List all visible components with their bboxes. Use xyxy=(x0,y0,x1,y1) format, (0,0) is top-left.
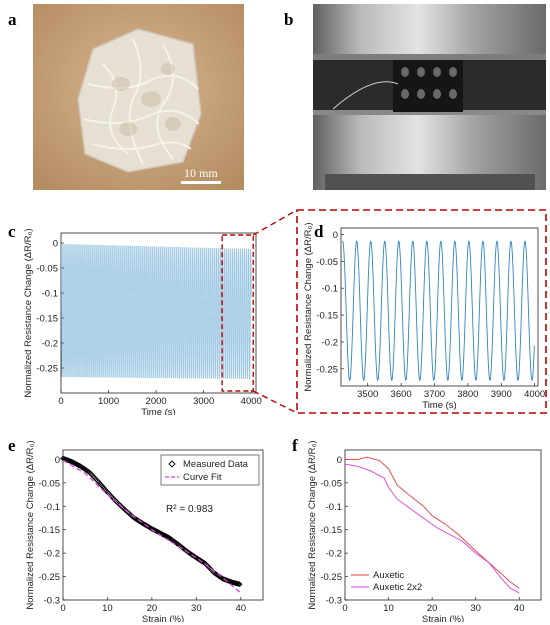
legend-label-fit: Curve Fit xyxy=(183,472,222,483)
x-axis-label: Strain (%) xyxy=(422,614,464,622)
y-tick-label: -0.05 xyxy=(320,478,342,489)
x-tick-label: 1000 xyxy=(98,396,119,407)
y-tick-label: -0.1 xyxy=(322,284,338,295)
data-point xyxy=(236,581,243,588)
inset-frame xyxy=(296,209,547,414)
x-tick-label: 2000 xyxy=(146,396,167,407)
y-tick-label: -0.15 xyxy=(36,314,58,325)
y-tick-label: -0.05 xyxy=(316,257,338,268)
lattice-cube-object xyxy=(77,28,202,173)
x-tick-label: 4000 xyxy=(524,389,545,400)
x-tick-label: 10 xyxy=(102,603,113,614)
legend-marker-measured xyxy=(168,460,176,468)
x-tick-label: 3800 xyxy=(457,389,478,400)
x-tick-label: 20 xyxy=(147,603,158,614)
y-tick-label: -0.2 xyxy=(44,549,60,560)
y-tick-label: 0 xyxy=(333,230,338,241)
legend xyxy=(160,454,260,486)
x-tick-label: 3000 xyxy=(193,396,214,407)
panel-label-b: b xyxy=(284,10,294,29)
x-tick-label: 20 xyxy=(427,603,438,614)
x-tick-label: 10 xyxy=(383,603,394,614)
x-axis-label: Time (s) xyxy=(422,400,456,411)
panel-label-f: f xyxy=(292,436,298,455)
y-tick-label: -0.25 xyxy=(320,572,342,583)
y-tick-label: -0.3 xyxy=(326,596,342,607)
y-tick-label: -0.15 xyxy=(316,311,338,322)
x-tick-label: 30 xyxy=(470,603,481,614)
chart-d: 3500 3600 3700 3800 3900 4000 0 -0.05 -0.1 -0.15 -… xyxy=(296,209,547,414)
y-tick-label: -0.2 xyxy=(326,549,342,560)
legend-label-0: Auxetic xyxy=(373,570,404,581)
highlight-box xyxy=(221,234,254,392)
panel-label-d: d xyxy=(314,222,324,241)
x-tick-label: 3600 xyxy=(391,389,412,400)
y-tick-label: -0.3 xyxy=(44,596,60,607)
x-axis-label: Time (s) xyxy=(141,407,175,415)
y-tick-label: -0.15 xyxy=(320,525,342,536)
photo-lattice-cube: 10 mm xyxy=(33,4,244,190)
x-tick-label: 40 xyxy=(514,603,525,614)
x-axis-label: Strain (%) xyxy=(142,614,184,622)
x-tick-label: 0 xyxy=(60,603,65,614)
y-axis-label: Normalized Resistance Change (ΔR/R₀) xyxy=(303,222,314,391)
legend-label-measured: Measured Data xyxy=(183,459,249,470)
y-tick-label: -0.25 xyxy=(316,364,338,375)
x-tick-label: 30 xyxy=(191,603,202,614)
y-tick-label: -0.2 xyxy=(322,337,338,348)
y-tick-label: 0 xyxy=(53,239,58,250)
series-line-0 xyxy=(345,456,520,589)
scale-bar xyxy=(181,181,221,184)
y-tick-label: -0.1 xyxy=(42,289,58,300)
data-point xyxy=(235,581,242,587)
chart-e: 0 10 20 30 40 0 -0.05 -0.1 -0.15 -0.2 -0.25 -0.3 Str… xyxy=(25,440,264,622)
y-axis-label: Normalized Resistance Change (ΔR/R₀) xyxy=(25,440,36,609)
chart-c: 0 1000 2000 3000 4000 0 -0.05 -0.1 -0.15 -0.2 -0.2… xyxy=(23,228,262,415)
x-tick-label: 0 xyxy=(342,603,347,614)
y-axis-label: Normalized Resistance Change (ΔR/R₀) xyxy=(307,440,318,609)
panel-label-c: c xyxy=(8,222,16,241)
fit-line xyxy=(62,459,242,594)
y-tick-label: -0.25 xyxy=(36,364,58,375)
x-tick-label: 3500 xyxy=(357,389,378,400)
y-tick-label: -0.15 xyxy=(38,525,60,536)
x-tick-label: 3900 xyxy=(491,389,512,400)
chart-f: 0 10 20 30 40 0 -0.05 -0.1 -0.15 -0.2 -0.25 -0.3 Str… xyxy=(307,440,542,622)
series-line xyxy=(342,240,535,381)
y-axis-label: Normalized Resistance Change (ΔR/R₀) xyxy=(23,228,34,397)
x-tick-label: 0 xyxy=(58,396,63,407)
y-tick-label: -0.05 xyxy=(36,264,58,275)
scale-bar-label: 10 mm xyxy=(184,166,218,180)
y-tick-label: -0.1 xyxy=(326,502,342,513)
y-tick-label: -0.05 xyxy=(38,478,60,489)
photo-compression-test xyxy=(313,4,546,190)
y-tick-label: -0.2 xyxy=(42,339,58,350)
panel-label-a: a xyxy=(8,10,17,29)
x-tick-label: 40 xyxy=(235,603,246,614)
r-squared-annotation: R² = 0.983 xyxy=(166,504,213,515)
y-tick-label: -0.25 xyxy=(38,572,60,583)
legend-label-1: Auxetic 2x2 xyxy=(373,582,422,593)
y-tick-label: 0 xyxy=(55,455,60,466)
panel-label-e: e xyxy=(8,436,16,455)
x-tick-label: 3700 xyxy=(424,389,445,400)
y-tick-label: -0.1 xyxy=(44,502,60,513)
y-tick-label: 0 xyxy=(337,455,342,466)
x-tick-label: 4000 xyxy=(241,396,262,407)
series-line-1 xyxy=(344,463,520,594)
series-line xyxy=(60,243,252,379)
